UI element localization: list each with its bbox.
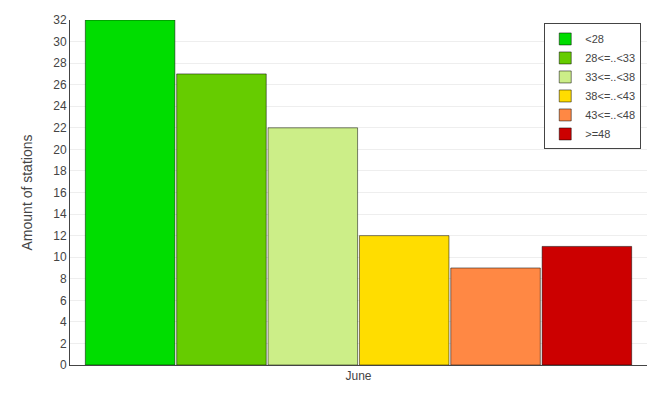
svg-text:18: 18 [53,164,67,178]
svg-text:June: June [345,369,371,383]
svg-text:12: 12 [53,229,67,243]
svg-text:>=48: >=48 [585,128,610,140]
svg-text:38<=..<43: 38<=..<43 [585,90,635,102]
svg-text:32: 32 [53,13,67,27]
svg-text:16: 16 [53,186,67,200]
svg-text:28<=..<33: 28<=..<33 [585,52,635,64]
svg-text:10: 10 [53,250,67,264]
svg-text:43<=..<48: 43<=..<48 [585,109,635,121]
svg-text:2: 2 [60,337,67,351]
svg-text:4: 4 [60,315,67,329]
svg-text:30: 30 [53,35,67,49]
svg-text:14: 14 [53,207,67,221]
svg-text:24: 24 [53,99,67,113]
svg-text:20: 20 [53,143,67,157]
svg-text:33<=..<38: 33<=..<38 [585,71,635,83]
svg-text:28: 28 [53,56,67,70]
svg-text:<28: <28 [585,33,604,45]
svg-text:22: 22 [53,121,67,135]
svg-text:Amount of stations: Amount of stations [19,135,35,251]
svg-text:8: 8 [60,272,67,286]
svg-text:0: 0 [60,358,67,372]
svg-text:6: 6 [60,294,67,308]
svg-text:26: 26 [53,78,67,92]
